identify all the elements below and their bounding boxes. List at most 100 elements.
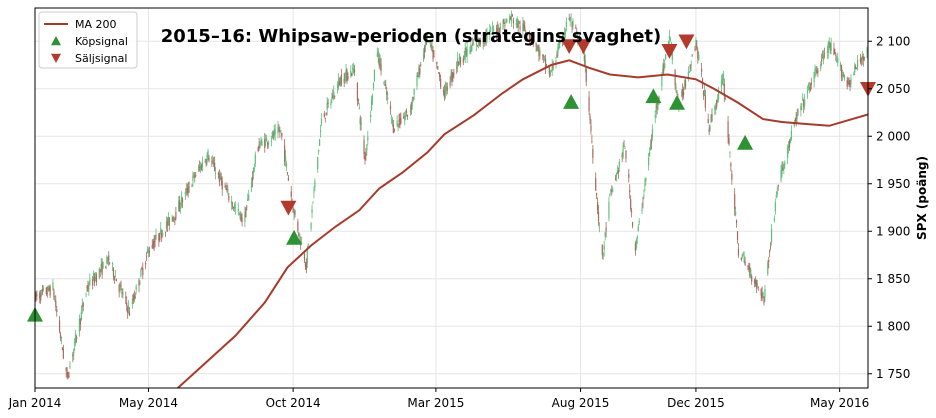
candle-body: [544, 57, 546, 60]
candle-body: [333, 91, 335, 100]
candle-body: [651, 129, 654, 138]
candle-body: [290, 191, 292, 197]
candle-body: [450, 74, 452, 79]
candle-body: [320, 118, 323, 124]
candle-body: [483, 36, 485, 44]
candle-body: [240, 214, 242, 222]
candle-body: [126, 302, 128, 306]
candle-body: [783, 163, 785, 169]
candle-body: [665, 54, 667, 60]
candle-body: [175, 211, 177, 219]
candle-body: [246, 206, 248, 208]
candle-body: [171, 218, 173, 220]
candle-body: [297, 221, 299, 231]
candle-body: [437, 66, 439, 70]
candle-body: [577, 34, 579, 40]
candle-body: [332, 94, 334, 99]
candle-body: [550, 71, 552, 73]
candle-body: [221, 181, 223, 190]
candle-body: [671, 52, 673, 60]
candle-body: [303, 253, 306, 261]
candle-body: [750, 269, 752, 278]
candle-body: [556, 54, 558, 57]
candle-body: [505, 20, 507, 22]
candle-body: [675, 87, 677, 89]
candle-body: [198, 166, 201, 168]
candle-body: [113, 277, 116, 280]
candle-body: [850, 78, 852, 84]
candle-body: [687, 71, 689, 79]
candle-body: [359, 118, 361, 125]
y-tick-label: 2 100: [876, 34, 910, 48]
candle-body: [696, 46, 698, 48]
candle-body: [830, 43, 832, 51]
candle-body: [689, 64, 691, 70]
candle-body: [159, 233, 161, 241]
candle-body: [503, 19, 505, 24]
candle-body: [214, 172, 217, 174]
candle-body: [492, 29, 495, 31]
candle-body: [151, 245, 153, 249]
candle-body: [201, 162, 203, 168]
candle-body: [571, 22, 573, 28]
candle-body: [376, 53, 378, 57]
candle-body: [555, 61, 557, 65]
candle-body: [497, 25, 499, 30]
candle-body: [795, 117, 797, 124]
candle-body: [611, 189, 613, 191]
candle-body: [396, 120, 398, 126]
candle-body: [261, 141, 263, 146]
candle-body: [323, 113, 325, 118]
candle-body: [53, 290, 55, 298]
candle-body: [585, 68, 587, 82]
candle-body: [218, 174, 220, 182]
candle-body: [457, 58, 459, 67]
candle-body: [836, 60, 838, 62]
candle-body: [197, 166, 200, 171]
candle-body: [59, 334, 62, 339]
candle-body: [86, 287, 88, 289]
candle-body: [115, 278, 117, 282]
sell-signal-marker: [561, 39, 578, 54]
candle-body: [715, 106, 717, 109]
candle-body: [119, 284, 121, 288]
candle-body: [609, 193, 611, 196]
candle-body: [523, 24, 525, 27]
candle-body: [612, 189, 614, 192]
candle-body: [411, 99, 413, 106]
candle-body: [353, 69, 356, 72]
candle-body: [861, 55, 863, 59]
candle-body: [637, 226, 639, 232]
candle-body: [232, 207, 235, 209]
candle-body: [172, 217, 174, 222]
candle-body: [391, 119, 394, 124]
candle-body: [728, 137, 730, 145]
candle-body: [741, 254, 743, 258]
candle-body: [562, 37, 565, 39]
candle-body: [41, 290, 43, 294]
candle-body: [228, 195, 230, 200]
candle-body: [482, 42, 484, 44]
candle-body: [188, 186, 190, 188]
candle-body: [80, 311, 82, 321]
candle-body: [615, 173, 618, 177]
candle-body: [424, 38, 427, 47]
candle-body: [839, 63, 842, 67]
candle-body: [174, 217, 176, 220]
candle-body: [371, 96, 374, 99]
candle-body: [101, 263, 103, 275]
candle-body: [409, 110, 411, 113]
candle-body: [476, 45, 479, 46]
candle-body: [231, 201, 233, 205]
candle-body: [618, 161, 620, 167]
candle-body: [496, 27, 498, 33]
y-axis-label: SPX (poäng): [915, 156, 929, 240]
candle-body: [635, 239, 637, 248]
candle-body: [213, 163, 215, 164]
candle-body: [744, 261, 746, 266]
candle-body: [311, 209, 313, 214]
candle-body: [761, 292, 763, 299]
candle-body: [307, 244, 309, 245]
candle-body: [226, 188, 228, 191]
candle-body: [271, 132, 273, 137]
